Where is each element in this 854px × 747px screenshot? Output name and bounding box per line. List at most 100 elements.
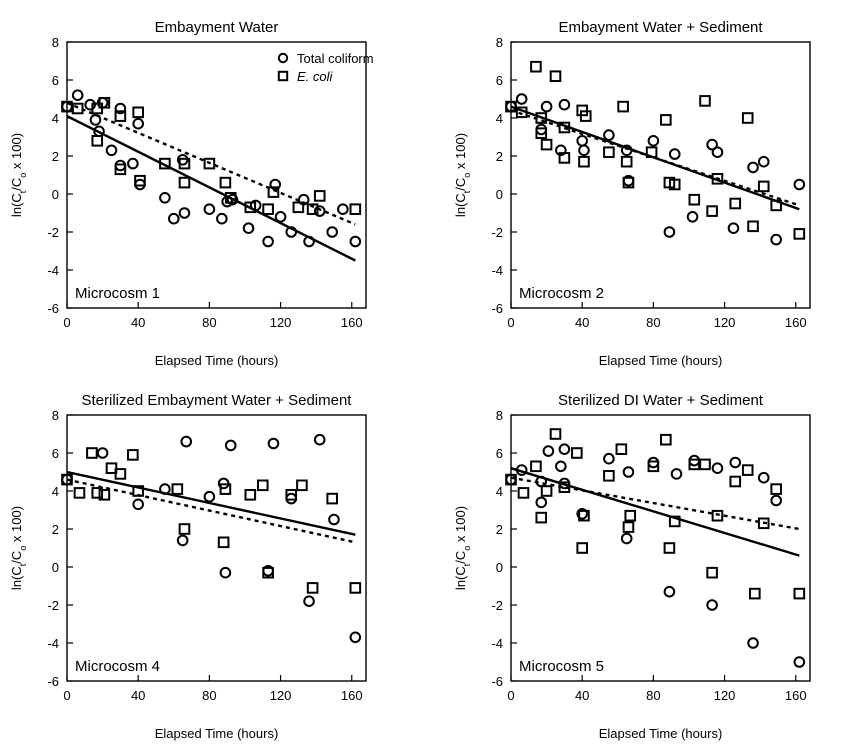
point-ecoli bbox=[668, 515, 681, 528]
point-ecoli bbox=[579, 110, 592, 122]
point-total-coliform bbox=[180, 435, 193, 448]
legend: Total coliform E. coli bbox=[277, 51, 374, 84]
point-total-coliform bbox=[178, 207, 191, 219]
point-ecoli bbox=[530, 60, 542, 73]
point-ecoli bbox=[741, 464, 754, 476]
point-ecoli bbox=[688, 193, 701, 206]
point-total-coliform bbox=[706, 138, 718, 151]
y-tick-label: 0 bbox=[52, 560, 59, 575]
point-ecoli bbox=[622, 521, 635, 533]
point-ecoli bbox=[114, 110, 127, 122]
point-ecoli bbox=[91, 487, 104, 499]
point-ecoli bbox=[256, 479, 269, 492]
y-tick-label: -4 bbox=[47, 263, 59, 278]
point-ecoli bbox=[615, 443, 628, 455]
y-tick-label: -6 bbox=[491, 674, 503, 689]
point-ecoli bbox=[530, 460, 542, 473]
point-total-coliform bbox=[757, 155, 770, 168]
point-ecoli bbox=[306, 203, 319, 215]
x-tick-label: 160 bbox=[341, 315, 363, 330]
point-total-coliform bbox=[558, 443, 571, 456]
x-axis-label: Elapsed Time (hours) bbox=[155, 726, 279, 741]
point-total-coliform bbox=[555, 144, 567, 157]
x-axis-label: Elapsed Time (hours) bbox=[155, 353, 279, 368]
point-total-coliform bbox=[747, 637, 759, 649]
data-layer bbox=[67, 470, 356, 544]
y-tick-label: 8 bbox=[496, 408, 503, 423]
point-ecoli bbox=[558, 121, 571, 134]
y-tick-label: 4 bbox=[496, 484, 503, 499]
point-ecoli bbox=[699, 95, 711, 107]
x-tick-label: 80 bbox=[646, 315, 660, 330]
chart-title: Sterilized DI Water + Sediment bbox=[558, 392, 764, 409]
point-total-coliform bbox=[303, 235, 315, 248]
legend-marker-circle bbox=[277, 52, 289, 64]
point-total-coliform bbox=[647, 135, 660, 147]
x-tick-label: 120 bbox=[714, 688, 736, 703]
point-total-coliform bbox=[328, 513, 340, 526]
point-ecoli bbox=[770, 483, 782, 495]
point-total-coliform bbox=[706, 599, 718, 611]
point-ecoli bbox=[203, 157, 216, 170]
point-ecoli bbox=[578, 509, 590, 522]
y-axis-label: ln(Ct/Co x 100) bbox=[453, 133, 472, 217]
point-total-coliform bbox=[603, 129, 615, 141]
point-total-coliform bbox=[89, 114, 102, 126]
y-tick-label: -2 bbox=[47, 225, 59, 240]
chart-panel-4: Sterilized DI Water + Sediment -6 -4 -2 0 2 4 6… bbox=[453, 392, 811, 741]
point-total-coliform bbox=[326, 226, 338, 238]
y-tick-label: 6 bbox=[496, 73, 503, 88]
point-ecoli bbox=[296, 479, 308, 492]
point-total-coliform bbox=[686, 211, 699, 223]
point-ecoli bbox=[699, 458, 711, 471]
y-tick-label: 4 bbox=[496, 111, 503, 126]
point-ecoli bbox=[517, 487, 530, 499]
point-ecoli bbox=[515, 106, 528, 119]
point-ecoli bbox=[620, 155, 633, 168]
microcosm-label: Microcosm 1 bbox=[75, 285, 160, 302]
point-ecoli bbox=[706, 566, 718, 579]
point-ecoli bbox=[706, 205, 718, 217]
plot-frame bbox=[510, 414, 811, 682]
point-ecoli bbox=[622, 176, 635, 189]
point-total-coliform bbox=[647, 456, 660, 469]
point-ecoli bbox=[132, 485, 144, 497]
point-total-coliform bbox=[216, 212, 228, 225]
y-tick-label: 0 bbox=[496, 560, 503, 575]
point-ecoli bbox=[549, 70, 562, 83]
point-ecoli bbox=[98, 489, 111, 501]
x-tick-label: 160 bbox=[785, 315, 807, 330]
point-total-coliform bbox=[132, 498, 144, 511]
point-ecoli bbox=[535, 127, 548, 139]
plot-frame bbox=[66, 41, 367, 309]
point-ecoli bbox=[576, 542, 588, 554]
y-tick-label: -4 bbox=[491, 263, 503, 278]
point-total-coliform bbox=[535, 496, 548, 509]
point-total-coliform bbox=[558, 98, 571, 111]
point-ecoli bbox=[729, 475, 742, 488]
point-total-coliform bbox=[219, 566, 232, 579]
y-tick-label: 6 bbox=[52, 446, 59, 461]
point-ecoli bbox=[292, 201, 305, 214]
x-tick-label: 40 bbox=[575, 315, 589, 330]
x-axis-label: Elapsed Time (hours) bbox=[599, 353, 723, 368]
point-total-coliform bbox=[105, 144, 118, 157]
point-ecoli bbox=[244, 201, 257, 214]
y-tick-label: 2 bbox=[52, 522, 59, 537]
point-total-coliform bbox=[132, 117, 144, 130]
point-total-coliform bbox=[349, 631, 362, 644]
point-ecoli bbox=[729, 197, 742, 210]
point-ecoli bbox=[647, 460, 660, 473]
x-tick-label: 40 bbox=[575, 688, 589, 703]
point-total-coliform bbox=[542, 445, 555, 457]
point-ecoli bbox=[219, 176, 232, 189]
point-total-coliform bbox=[663, 226, 676, 238]
point-ecoli bbox=[711, 509, 724, 522]
point-total-coliform bbox=[711, 462, 724, 475]
microcosm-label: Microcosm 5 bbox=[519, 658, 604, 675]
point-ecoli bbox=[267, 186, 280, 198]
point-total-coliform bbox=[349, 235, 362, 248]
point-total-coliform bbox=[555, 460, 567, 473]
point-total-coliform bbox=[793, 656, 806, 668]
